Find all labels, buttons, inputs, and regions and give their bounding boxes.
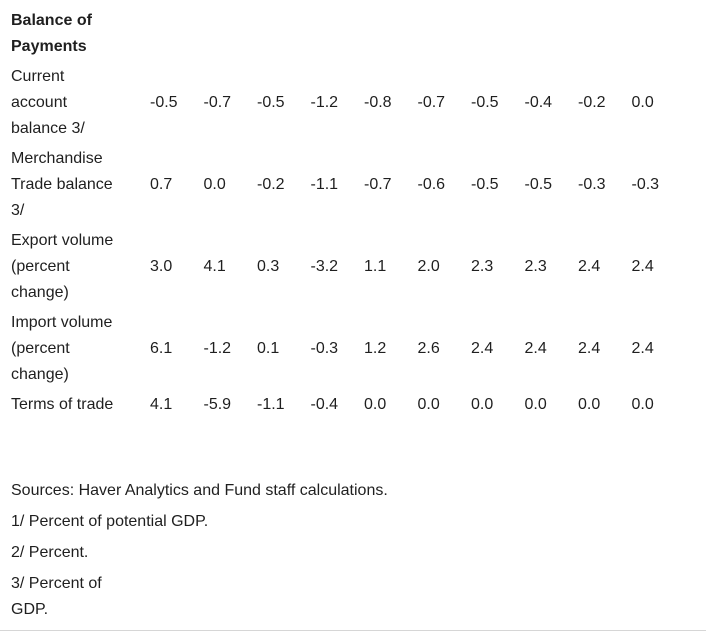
value-cell: -1.1 xyxy=(257,396,285,413)
value-cell: -0.5 xyxy=(524,176,553,193)
value-cell: 0.0 xyxy=(471,396,494,413)
value-cell: -0.7 xyxy=(203,94,232,111)
row-label: Current account balance 3/ xyxy=(11,68,85,137)
value-cell: -0.5 xyxy=(257,94,285,111)
bop-table-body: Balance of Payments Current account bala… xyxy=(11,6,685,420)
value-cell: -5.9 xyxy=(203,396,232,413)
value-cell: 0.0 xyxy=(417,396,440,413)
table-row: Terms of trade 4.1 -5.9 -1.1 -0.4 0.0 0.0 0.0 0.… xyxy=(11,390,685,420)
value-cell: 2.4 xyxy=(631,258,654,275)
value-cell: -0.5 xyxy=(471,176,499,193)
table-row: Current account balance 3/ -0.5 -0.7 -0.5 -1… xyxy=(11,62,685,144)
value-cell: -0.3 xyxy=(631,176,660,193)
value-cell: 2.0 xyxy=(417,258,440,275)
value-cell: 2.4 xyxy=(524,340,547,357)
value-cell: -0.4 xyxy=(310,396,339,413)
value-cell: 2.6 xyxy=(417,340,440,357)
value-cell: 2.3 xyxy=(524,258,547,275)
value-cell: -0.3 xyxy=(578,176,606,193)
value-cell: -0.5 xyxy=(471,94,499,111)
value-cell: 0.1 xyxy=(257,340,280,357)
footnote-1: 1/ Percent of potential GDP. xyxy=(11,513,209,530)
row-label: Export volume (percent change) xyxy=(11,232,114,301)
value-cell: -0.3 xyxy=(310,340,339,357)
value-cell: -3.2 xyxy=(310,258,339,275)
table-title: Balance of Payments xyxy=(11,12,92,55)
row-label: Merchandise Trade balance 3/ xyxy=(11,150,113,219)
value-cell: 2.4 xyxy=(631,340,654,357)
value-cell: 1.2 xyxy=(364,340,387,357)
value-cell: -0.7 xyxy=(364,176,392,193)
value-cell: 0.0 xyxy=(631,94,654,111)
value-cell: -1.2 xyxy=(203,340,232,357)
value-cell: 2.4 xyxy=(471,340,494,357)
value-cell: 2.4 xyxy=(578,340,601,357)
value-cell: -0.8 xyxy=(364,94,392,111)
value-cell: -0.6 xyxy=(417,176,446,193)
footnote-2: 2/ Percent. xyxy=(11,544,89,561)
value-cell: 0.3 xyxy=(257,258,280,275)
value-cell: 0.0 xyxy=(203,176,226,193)
value-cell: -0.2 xyxy=(257,176,285,193)
value-cell: -0.4 xyxy=(524,94,553,111)
value-cell: 0.7 xyxy=(150,176,173,193)
table-row: Merchandise Trade balance 3/0.7 0.0 -0.2 -1… xyxy=(11,144,685,226)
value-cell: 0.0 xyxy=(524,396,547,413)
table-row: Export volume (percent change) 3.0 4.1 0.3 -… xyxy=(11,226,685,308)
value-cell: 6.1 xyxy=(150,340,173,357)
value-cell: -0.5 xyxy=(150,94,178,111)
value-cell: 4.1 xyxy=(203,258,226,275)
value-cell: 0.0 xyxy=(364,396,387,413)
footnote-3: 3/ Percent of GDP. xyxy=(11,575,102,618)
table-row: Import volume (percent change) 6.1 -1.2 0.1… xyxy=(11,308,685,390)
value-cell: 2.4 xyxy=(578,258,601,275)
value-cell: 1.1 xyxy=(364,258,387,275)
row-label: Import volume (percent change) xyxy=(11,314,113,383)
value-cell: 3.0 xyxy=(150,258,173,275)
footnotes-block: Sources: Haver Analytics and Fund staff … xyxy=(11,478,706,623)
balance-of-payments-table: Balance of Payments Current account bala… xyxy=(11,6,685,420)
value-cell: 0.0 xyxy=(578,396,601,413)
value-cell: 4.1 xyxy=(150,396,173,413)
value-cell: -1.1 xyxy=(310,176,339,193)
value-cell: 0.0 xyxy=(631,396,654,413)
value-cell: -0.7 xyxy=(417,94,446,111)
row-label: Terms of trade xyxy=(11,396,114,413)
sources-note: Sources: Haver Analytics and Fund staff … xyxy=(11,482,388,499)
table-header-row: Balance of Payments xyxy=(11,6,685,62)
value-cell: 2.3 xyxy=(471,258,494,275)
bottom-divider xyxy=(0,630,706,631)
value-cell: -0.2 xyxy=(578,94,606,111)
content-area: Balance of Payments Current account bala… xyxy=(11,6,706,623)
value-cell: -1.2 xyxy=(310,94,339,111)
